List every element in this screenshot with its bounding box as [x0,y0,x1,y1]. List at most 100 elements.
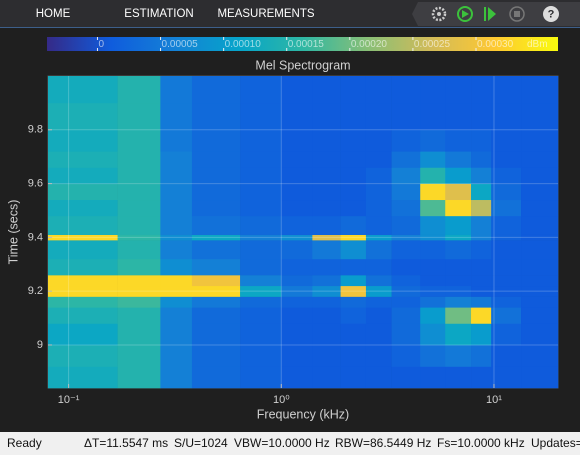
heatmap-cell [420,129,446,152]
heatmap-cell [340,344,367,367]
heatmap-cell [281,215,313,235]
heatmap-cell [191,275,241,287]
heatmap-cell [240,258,282,276]
heatmap-cell [312,151,341,168]
heatmap-cell [48,234,118,241]
heatmap-cell [240,183,282,201]
heatmap-cell [521,307,559,324]
heatmap-cell [491,102,522,131]
heatmap-cell [312,344,341,367]
colorbar-tick-label: 0.00030 [477,39,514,50]
stop-button[interactable] [509,6,525,22]
heatmap-cell [48,285,118,297]
heatmap-cell [191,102,241,131]
heatmap-cell [391,234,421,241]
colorbar [47,37,558,51]
heatmap-cell [445,129,472,152]
tab[interactable]: ESTIMATION [124,8,193,20]
heatmap-cell [117,296,161,308]
heatmap-cell [312,215,341,235]
heatmap-cell [160,76,193,104]
tab[interactable]: MEASUREMENTS [217,8,314,20]
heatmap-cell [117,240,161,260]
heatmap-cell [281,258,313,276]
heatmap-cell [340,296,367,308]
heatmap-cell [420,307,446,324]
heatmap-cell [445,102,472,131]
heatmap-cell [48,275,118,287]
heatmap-cell [521,199,559,217]
heatmap-cell [521,76,559,104]
heatmap-cell [521,323,559,346]
heatmap-cell [471,199,492,217]
heatmap-cell [281,366,313,389]
heatmap-cell [391,258,421,276]
heatmap-cell [391,240,421,260]
heatmap-cell [391,215,421,235]
heatmap-cell [445,215,472,235]
heatmap-cell [391,323,421,346]
heatmap-cell [240,307,282,324]
run-button[interactable] [457,6,473,22]
heatmap-cell [391,275,421,287]
colorbar-tick-label: 0.00010 [225,39,262,50]
heatmap-cell [312,240,341,260]
heatmap-cell [445,275,472,287]
heatmap-cell [491,183,522,201]
x-axis-label: Frequency (kHz) [257,407,349,421]
heatmap-cell [160,234,193,241]
settings-button[interactable] [431,6,447,22]
heatmap-cell [365,323,392,346]
heatmap-cell [117,366,161,389]
heatmap-cell [117,76,161,104]
colorbar-tick-label: 0.00005 [162,39,199,50]
plot [48,76,559,389]
heatmap-cell [117,258,161,276]
heatmap-cell [391,151,421,168]
heatmap-cell [391,129,421,152]
tab[interactable]: HOME [36,8,71,20]
heatmap-cell [391,366,421,389]
heatmap-cell [191,151,241,168]
heatmap-cell [240,296,282,308]
heatmap-cell [521,258,559,276]
heatmap-cell [340,307,367,324]
help-button[interactable]: ? [543,6,559,22]
step-button[interactable] [484,7,496,21]
heatmap-cell [117,215,161,235]
heatmap-cell [191,285,241,297]
heatmap-cell [340,76,367,104]
heatmap-cell [365,240,392,260]
heatmap-cell [420,240,446,260]
heatmap-cell [117,167,161,184]
status-bar [0,432,580,455]
heatmap-cell [521,167,559,184]
heatmap-cell [471,76,492,104]
heatmap-cell [281,234,313,241]
heatmap-cell [445,344,472,367]
heatmap-cell [471,183,492,201]
y-axis-label: Time (secs) [6,200,20,265]
heatmap-cell [445,240,472,260]
heatmap-cell [420,215,446,235]
heatmap-cell [340,240,367,260]
heatmap-cell [240,323,282,346]
heatmap-cell [160,258,193,276]
heatmap-cell [240,76,282,104]
heatmap-cell [191,76,241,104]
heatmap-cell [471,285,492,297]
heatmap-cell [340,366,367,389]
heatmap-cell [420,199,446,217]
heatmap-cell [391,344,421,367]
heatmap-cell [491,366,522,389]
heatmap-cell [160,366,193,389]
heatmap-cell [391,76,421,104]
x-tick-label: 10¹ [486,394,502,406]
heatmap-cell [191,234,241,241]
heatmap-cell [471,366,492,389]
heatmap-cell [365,215,392,235]
heatmap-cell [365,307,392,324]
heatmap-cell [365,296,392,308]
heatmap-cell [471,323,492,346]
heatmap-cell [340,167,367,184]
